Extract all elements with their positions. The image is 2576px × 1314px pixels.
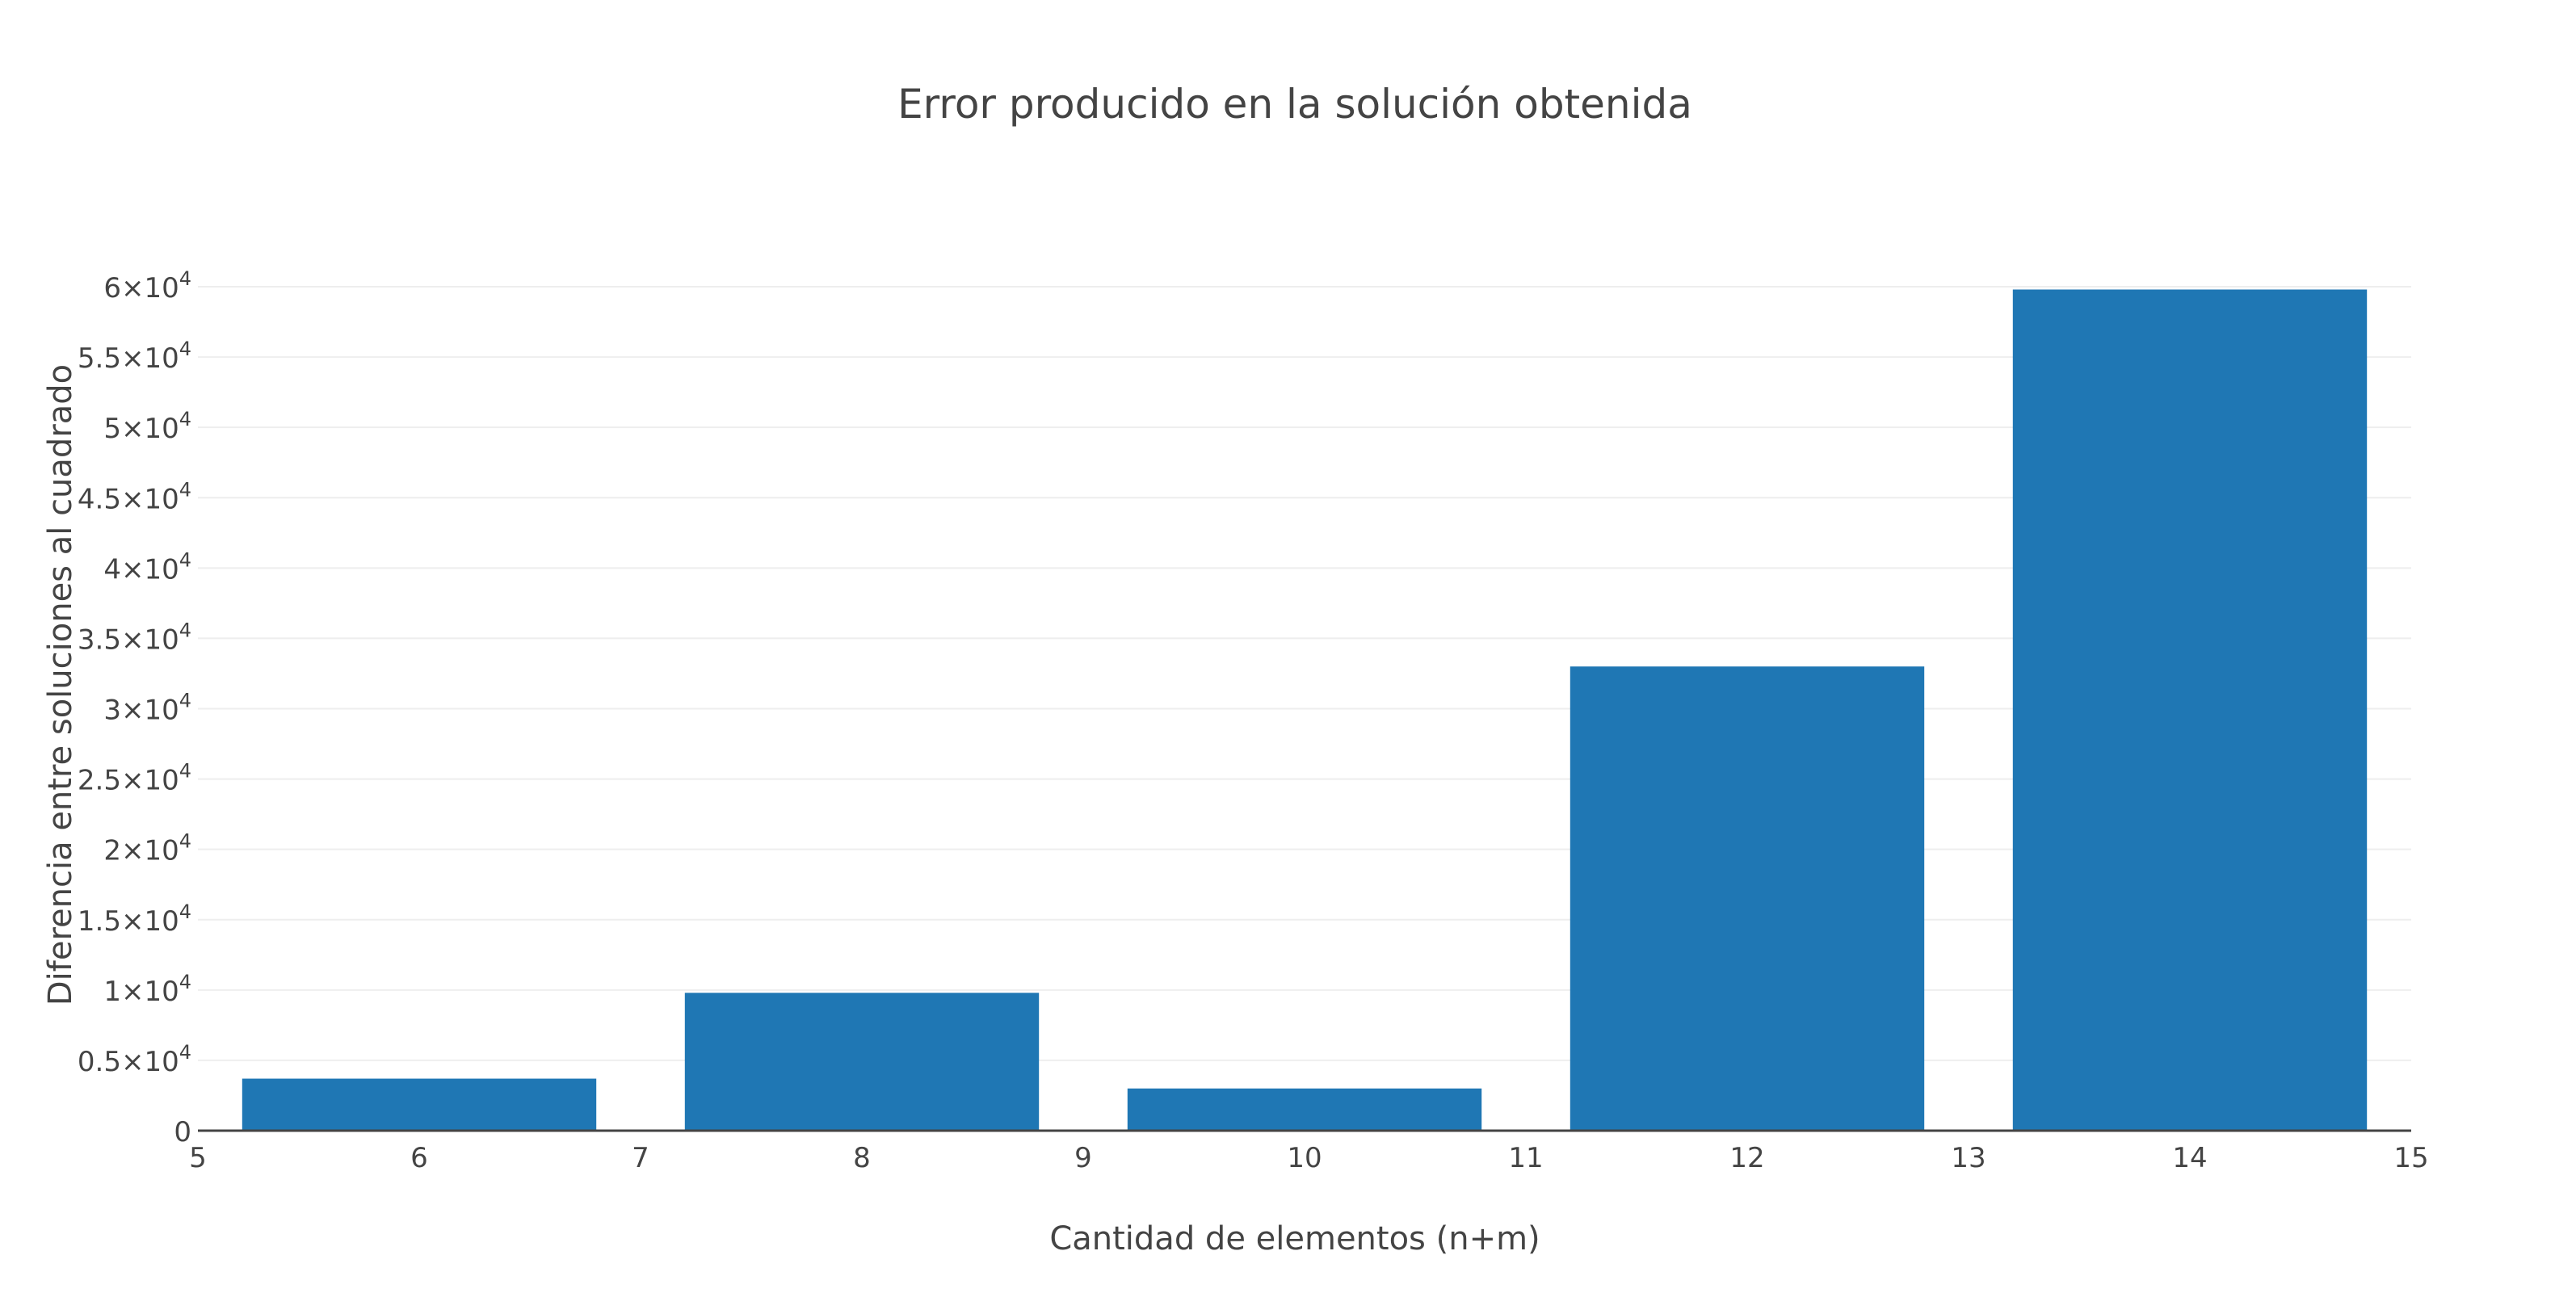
- y-tick-label-10: 5×104: [103, 408, 191, 445]
- bar-10[interactable]: [1127, 1088, 1482, 1131]
- y-tick-label-3: 1.5×104: [78, 900, 191, 938]
- x-tick-label-11: 11: [1508, 1142, 1543, 1174]
- bar-14[interactable]: [2012, 289, 2368, 1131]
- y-tick-label-6: 3×104: [103, 690, 191, 727]
- x-tick-label-8: 8: [853, 1142, 871, 1174]
- x-tick-label-14: 14: [2172, 1142, 2207, 1174]
- bars: [242, 289, 2368, 1131]
- y-tick-labels: 0 0.5×104 1×104 1.5×104 2×104 2.5×104 3×104 3.5…: [78, 267, 191, 1148]
- y-tick-label-8: 4×104: [103, 548, 191, 586]
- y-tick-label-11: 5.5×104: [78, 338, 191, 375]
- bar-8[interactable]: [684, 993, 1040, 1131]
- y-tick-label-7: 3.5×104: [78, 619, 191, 656]
- x-tick-label-13: 13: [1951, 1142, 1986, 1174]
- x-tick-label-9: 9: [1074, 1142, 1092, 1174]
- x-tick-label-5: 5: [189, 1142, 207, 1174]
- bar-12[interactable]: [1570, 666, 1925, 1131]
- y-axis-title: Diferencia entre soluciones al cuadrado: [42, 364, 79, 1005]
- y-tick-label-0: 0: [174, 1116, 191, 1148]
- y-tick-label-1: 0.5×104: [78, 1041, 191, 1078]
- x-tick-labels: 5 6 7 8 9 10 11 12 13 14 15: [189, 1142, 2428, 1174]
- x-tick-label-12: 12: [1729, 1142, 1764, 1174]
- y-tick-label-12: 6×104: [103, 267, 191, 304]
- x-tick-label-6: 6: [410, 1142, 428, 1174]
- y-tick-label-9: 4.5×104: [78, 478, 191, 515]
- x-tick-label-7: 7: [632, 1142, 649, 1174]
- bar-6[interactable]: [242, 1078, 597, 1131]
- y-tick-label-2: 1×104: [103, 971, 191, 1008]
- chart-title: Error producido en la solución obtenida: [897, 81, 1692, 128]
- y-tick-label-4: 2×104: [103, 830, 191, 867]
- x-axis-title: Cantidad de elementos (n+m): [1049, 1220, 1540, 1257]
- x-tick-label-10: 10: [1287, 1142, 1322, 1174]
- y-tick-label-5: 2.5×104: [78, 760, 191, 797]
- x-tick-label-15: 15: [2393, 1142, 2428, 1174]
